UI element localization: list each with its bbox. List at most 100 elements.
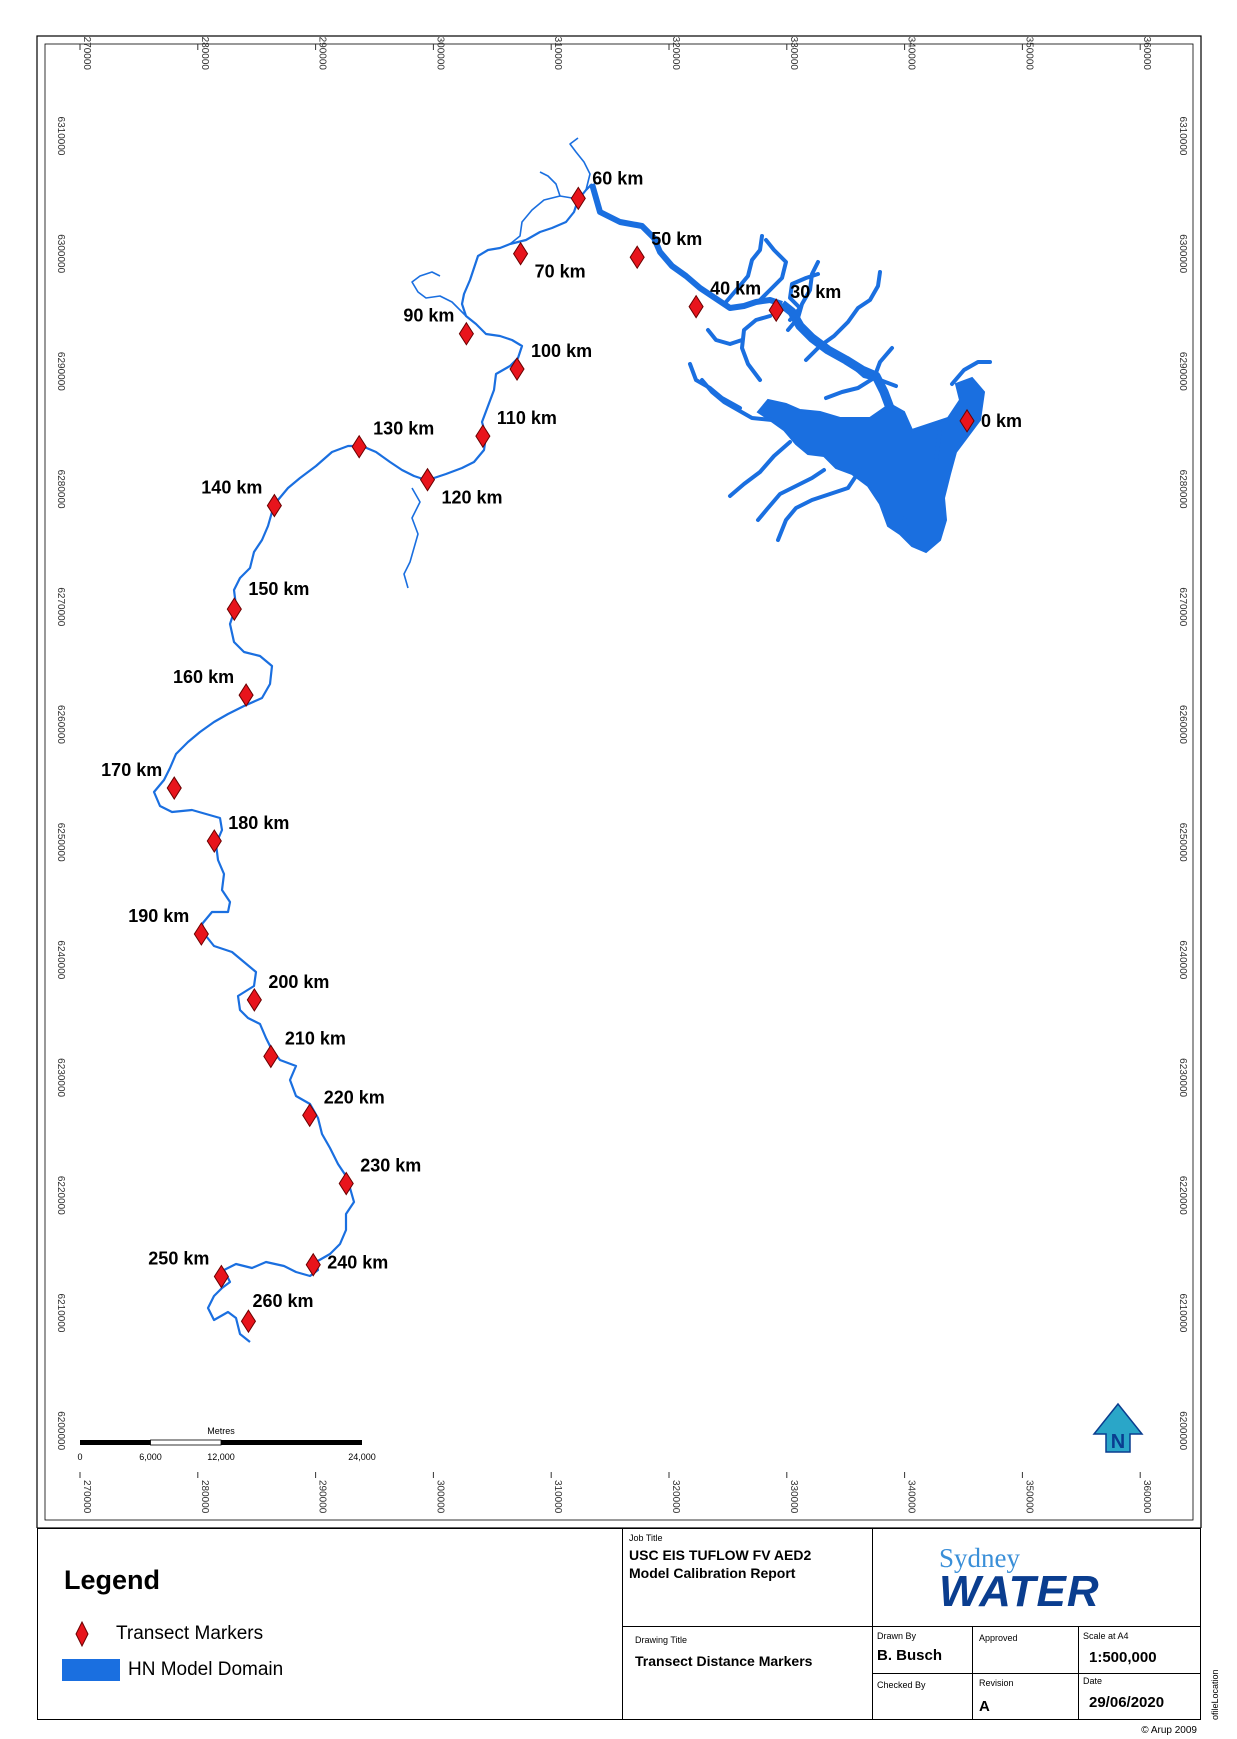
legend-panel: Legend Transect Markers HN Model Domain bbox=[38, 1529, 623, 1719]
title-block: Legend Transect Markers HN Model Domain … bbox=[37, 1528, 1201, 1720]
client-logo: Sydney WATER bbox=[873, 1529, 1201, 1627]
scale-caption: Scale at A4 bbox=[1083, 1631, 1129, 1641]
scale-bar-tick-label: 0 bbox=[77, 1452, 82, 1462]
map-frame: 270000 270000 280000 280000 290000 290000 3000… bbox=[36, 35, 1202, 1528]
transect-label: 260 km bbox=[252, 1291, 313, 1311]
easting-tick-label: 280000 bbox=[199, 1480, 210, 1514]
transect-marker bbox=[305, 1252, 321, 1277]
estuary-arm bbox=[706, 328, 744, 346]
transect-marker bbox=[193, 922, 209, 946]
transect-label: 60 km bbox=[592, 168, 643, 188]
easting-tick-label: 270000 bbox=[81, 37, 92, 71]
scale-value: 1:500,000 bbox=[1089, 1649, 1157, 1666]
scale-bar: Metres 0 6,000 12,000 24,000 bbox=[77, 1426, 375, 1462]
estuary-arm bbox=[688, 362, 742, 410]
northing-tick-label: 6280000 bbox=[55, 470, 66, 509]
transect-marker bbox=[338, 1171, 354, 1196]
scale-bar-segment bbox=[221, 1440, 362, 1445]
northing-tick-label: 6300000 bbox=[55, 234, 66, 273]
easting-tick-label: 270000 bbox=[81, 1480, 92, 1514]
transect-label: 150 km bbox=[248, 579, 309, 599]
drawn-by-cell: Drawn By B. Busch bbox=[873, 1627, 973, 1674]
transect-label: 40 km bbox=[710, 279, 761, 299]
transect-marker bbox=[302, 1103, 318, 1128]
legend-label: Transect Markers bbox=[116, 1623, 264, 1644]
file-location: ofileLocation bbox=[1210, 1669, 1220, 1720]
transect-marker bbox=[351, 434, 367, 459]
estuary-arm bbox=[786, 260, 820, 332]
transect-label: 110 km bbox=[497, 408, 557, 428]
date-value: 29/06/2020 bbox=[1089, 1694, 1165, 1711]
lake-body bbox=[756, 376, 986, 554]
transect-label: 240 km bbox=[327, 1253, 388, 1273]
transect-label: 0 km bbox=[981, 411, 1022, 431]
scale-bar-tick-label: 6,000 bbox=[139, 1452, 162, 1462]
estuary-arm bbox=[902, 426, 942, 542]
transect-marker bbox=[458, 321, 474, 346]
revision-cell: Revision A bbox=[973, 1674, 1079, 1719]
scale-cell: Scale at A4 1:500,000 bbox=[1079, 1627, 1201, 1674]
easting-tick-label: 330000 bbox=[788, 37, 799, 71]
northing-tick-label: 6310000 bbox=[55, 117, 66, 156]
northing-tick-label: 6210000 bbox=[1177, 1294, 1188, 1333]
transect-label: 220 km bbox=[324, 1087, 385, 1107]
north-arrow-icon: N bbox=[1092, 1402, 1144, 1453]
tributary bbox=[569, 137, 591, 191]
drawing-title: Transect Distance Markers bbox=[635, 1653, 813, 1669]
drawn-by-caption: Drawn By bbox=[877, 1631, 917, 1641]
transect-label: 170 km bbox=[101, 760, 162, 780]
easting-tick-label: 310000 bbox=[552, 1480, 563, 1514]
transect-marker bbox=[206, 829, 222, 853]
job-title-line1: USC EIS TUFLOW FV AED2 bbox=[629, 1547, 812, 1563]
estuary-arm bbox=[804, 270, 882, 362]
grid-ticks: 270000 270000 280000 280000 290000 290000 3000… bbox=[55, 37, 1188, 1514]
estuary-arm bbox=[756, 468, 826, 522]
easting-tick-label: 280000 bbox=[199, 37, 210, 71]
scale-bar-segment bbox=[80, 1440, 151, 1445]
scale-bar-tick-label: 24,000 bbox=[348, 1452, 376, 1462]
legend-label: HN Model Domain bbox=[128, 1659, 284, 1680]
estuary-arm bbox=[824, 346, 894, 400]
transect-marker bbox=[263, 1044, 279, 1069]
date-cell: Date 29/06/2020 bbox=[1079, 1674, 1201, 1719]
approved-cell: Approved bbox=[973, 1627, 1079, 1674]
transect-marker bbox=[768, 298, 784, 323]
transect-marker bbox=[959, 408, 975, 433]
drawn-by-value: B. Busch bbox=[877, 1647, 943, 1664]
tributary bbox=[403, 487, 421, 589]
transect-marker bbox=[226, 597, 242, 622]
hn-model-domain bbox=[152, 137, 992, 1343]
revision-caption: Revision bbox=[979, 1678, 1014, 1688]
transect-label: 200 km bbox=[268, 972, 329, 992]
transect-marker bbox=[213, 1264, 229, 1289]
easting-tick-label: 320000 bbox=[670, 37, 681, 71]
northing-tick-label: 6260000 bbox=[1177, 705, 1188, 744]
transect-marker bbox=[266, 493, 282, 518]
northing-tick-label: 6210000 bbox=[55, 1294, 66, 1333]
transect-marker bbox=[512, 241, 529, 266]
easting-tick-label: 300000 bbox=[434, 37, 445, 71]
northing-tick-label: 6240000 bbox=[55, 940, 66, 979]
transect-marker bbox=[419, 467, 436, 492]
transect-marker bbox=[629, 245, 645, 270]
scale-bar-tick-label: 12,000 bbox=[207, 1452, 235, 1462]
copyright-credit: © Arup 2009 bbox=[1141, 1725, 1197, 1736]
northing-tick-label: 6300000 bbox=[1177, 234, 1188, 273]
transect-marker bbox=[475, 424, 491, 449]
scale-bar-segment bbox=[150, 1439, 222, 1446]
easting-tick-label: 340000 bbox=[906, 1480, 917, 1514]
northing-tick-label: 6230000 bbox=[1177, 1058, 1188, 1097]
northing-tick-label: 6250000 bbox=[55, 823, 66, 862]
easting-tick-label: 290000 bbox=[317, 37, 328, 71]
transect-label: 210 km bbox=[285, 1028, 346, 1048]
northing-tick-label: 6310000 bbox=[1177, 117, 1188, 156]
easting-tick-label: 330000 bbox=[788, 1480, 799, 1514]
transect-marker bbox=[166, 776, 182, 800]
red-diamond-icon bbox=[75, 1621, 89, 1647]
svg-text:N: N bbox=[1111, 1431, 1125, 1453]
northing-tick-label: 6200000 bbox=[55, 1411, 66, 1450]
northing-tick-label: 6250000 bbox=[1177, 823, 1188, 862]
job-title-line2: Model Calibration Report bbox=[629, 1565, 796, 1581]
easting-tick-label: 360000 bbox=[1141, 1480, 1152, 1514]
estuary-arm bbox=[776, 468, 862, 542]
